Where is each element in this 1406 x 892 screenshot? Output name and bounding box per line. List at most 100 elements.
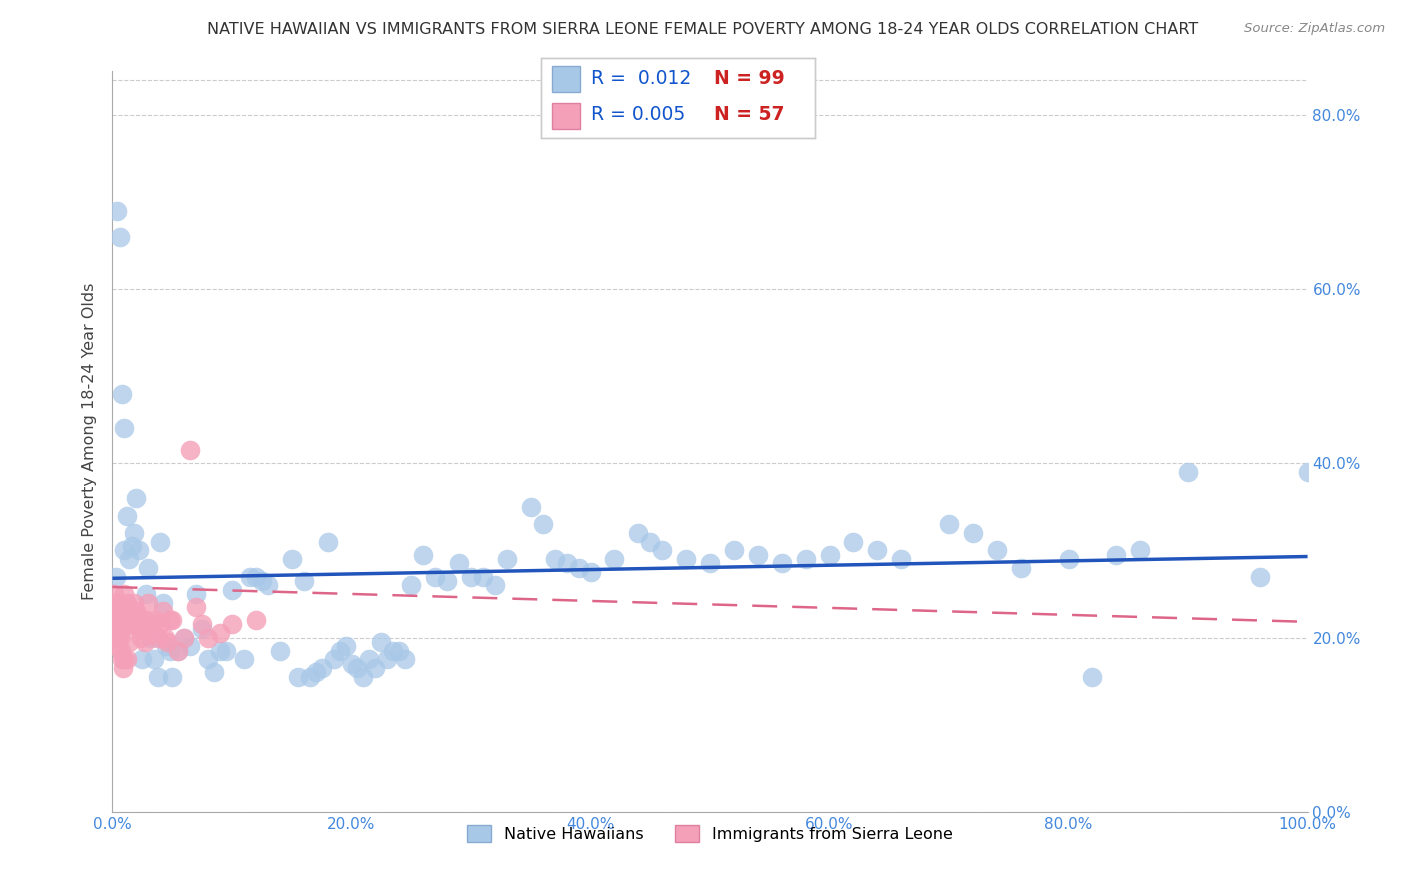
Point — [1105, 548, 1128, 562]
Point — [152, 604, 174, 618]
Point — [131, 652, 153, 666]
Point — [209, 626, 232, 640]
Point — [132, 622, 155, 636]
Point — [125, 491, 148, 505]
Text: N = 57: N = 57 — [714, 104, 785, 124]
Point — [139, 626, 162, 640]
Point — [138, 596, 160, 610]
Point — [128, 617, 150, 632]
Point — [388, 643, 411, 657]
Point — [105, 600, 128, 615]
Point — [115, 596, 138, 610]
Point — [281, 552, 304, 566]
Point — [105, 622, 128, 636]
Point — [118, 552, 141, 566]
Point — [986, 543, 1008, 558]
Point — [125, 604, 148, 618]
Point — [1177, 465, 1199, 479]
Point — [675, 552, 697, 566]
Point — [436, 574, 458, 588]
Point — [579, 565, 602, 579]
Point — [191, 622, 214, 636]
Point — [1249, 569, 1271, 583]
Y-axis label: Female Poverty Among 18-24 Year Olds: Female Poverty Among 18-24 Year Olds — [82, 283, 97, 600]
Point — [135, 613, 157, 627]
Point — [112, 613, 135, 627]
Point — [121, 617, 143, 632]
Point — [105, 631, 128, 645]
Point — [104, 596, 127, 610]
Point — [370, 635, 392, 649]
Point — [110, 643, 132, 657]
Point — [1057, 552, 1080, 566]
Text: N = 99: N = 99 — [714, 69, 785, 88]
Point — [818, 548, 841, 562]
Point — [412, 548, 434, 562]
Point — [335, 639, 357, 653]
Point — [568, 561, 591, 575]
Point — [962, 526, 984, 541]
Point — [152, 596, 174, 610]
Point — [215, 643, 238, 657]
Point — [159, 643, 181, 657]
Point — [209, 643, 232, 657]
Point — [186, 600, 208, 615]
Point — [359, 652, 381, 666]
Point — [117, 617, 139, 632]
Point — [115, 652, 138, 666]
Point — [250, 574, 273, 588]
Point — [496, 552, 519, 566]
Point — [221, 582, 243, 597]
Point — [447, 557, 470, 571]
Point — [322, 652, 344, 666]
Point — [298, 670, 321, 684]
Point — [890, 552, 912, 566]
Point — [118, 635, 141, 649]
Point — [202, 665, 225, 680]
Point — [329, 643, 352, 657]
Point — [1296, 465, 1319, 479]
Point — [770, 557, 793, 571]
Text: R =  0.012: R = 0.012 — [591, 69, 690, 88]
FancyBboxPatch shape — [553, 66, 579, 92]
Point — [108, 613, 131, 627]
Point — [340, 657, 363, 671]
Point — [127, 613, 149, 627]
Point — [112, 661, 135, 675]
Point — [472, 569, 495, 583]
Point — [394, 652, 416, 666]
Point — [128, 543, 150, 558]
Point — [156, 635, 179, 649]
Point — [292, 574, 315, 588]
Point — [105, 203, 128, 218]
Point — [401, 578, 423, 592]
Point — [425, 569, 447, 583]
Point — [162, 613, 183, 627]
Point — [131, 613, 153, 627]
Point — [352, 670, 374, 684]
Point — [149, 617, 172, 632]
Point — [114, 652, 135, 666]
Point — [221, 617, 243, 632]
Point — [794, 552, 817, 566]
Point — [111, 613, 134, 627]
Point — [699, 557, 721, 571]
Point — [233, 652, 256, 666]
Point — [107, 639, 129, 653]
Point — [173, 631, 195, 645]
Point — [239, 569, 262, 583]
Point — [269, 643, 291, 657]
Point — [114, 587, 135, 601]
Point — [287, 670, 309, 684]
Point — [197, 631, 219, 645]
Point — [305, 665, 328, 680]
Point — [153, 631, 176, 645]
Point — [110, 622, 132, 636]
Point — [531, 517, 554, 532]
Point — [555, 557, 578, 571]
Point — [377, 652, 399, 666]
Point — [191, 617, 214, 632]
Point — [142, 617, 165, 632]
Point — [179, 443, 201, 458]
Point — [122, 596, 145, 610]
